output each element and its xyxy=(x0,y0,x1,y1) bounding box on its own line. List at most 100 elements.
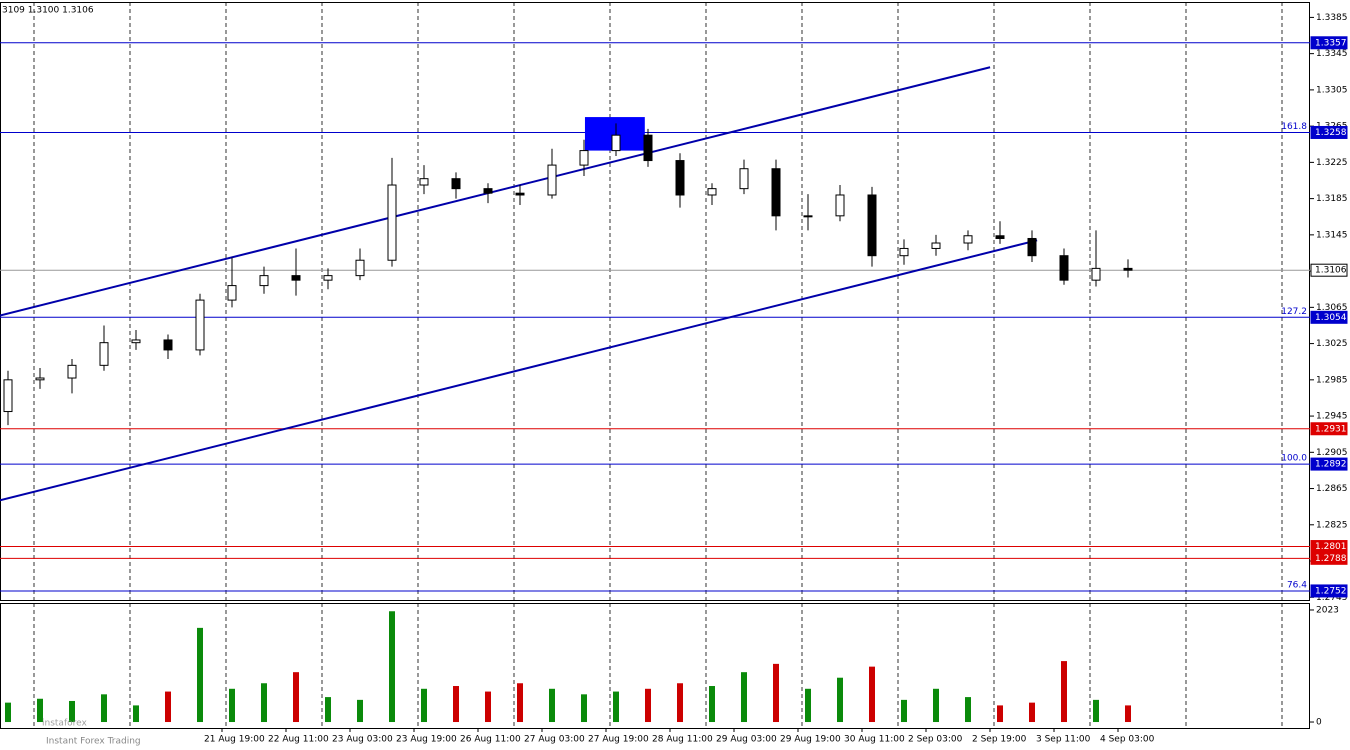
candle-body xyxy=(163,339,173,351)
volume-bar xyxy=(133,705,139,723)
candle-body xyxy=(419,178,429,186)
y-tick-label: 1.3185 xyxy=(1316,194,1348,204)
x-tick-label: 22 Aug 11:00 xyxy=(268,735,329,745)
y-tick-label: 1.2945 xyxy=(1316,412,1348,422)
candle-body xyxy=(131,339,141,344)
volume-bar xyxy=(197,627,203,723)
fib-label: 76.4 xyxy=(1287,580,1307,590)
volume-bar xyxy=(965,697,971,723)
level-label: 1.3106 xyxy=(1315,266,1347,276)
candle-body xyxy=(1027,237,1037,257)
volume-bar xyxy=(293,672,299,723)
volume-bar xyxy=(357,699,363,723)
level-box xyxy=(1310,551,1348,565)
y-tick-label: 1.2905 xyxy=(1316,448,1348,458)
candle-body xyxy=(323,275,333,281)
candle-body xyxy=(1059,255,1069,281)
y-tick-label: 1.3385 xyxy=(1316,13,1348,23)
volume-bar xyxy=(165,691,171,723)
candle-body xyxy=(739,168,749,190)
level-box xyxy=(1310,584,1348,598)
level-label: 1.3258 xyxy=(1315,128,1347,138)
volume-bar xyxy=(901,699,907,723)
volume-bar xyxy=(325,697,331,723)
volume-bar xyxy=(645,688,651,723)
candle-body xyxy=(1091,267,1101,281)
y-tick-label: 1.3225 xyxy=(1316,158,1348,168)
candle-body xyxy=(579,150,589,166)
price-panel xyxy=(0,2,1310,601)
x-tick-label: 2 Sep 19:00 xyxy=(972,735,1027,745)
y-tick-label: 1.3145 xyxy=(1316,230,1348,240)
x-tick-label: 27 Aug 03:00 xyxy=(524,735,585,745)
volume-bar xyxy=(69,700,75,723)
level-label: 1.3357 xyxy=(1315,38,1347,48)
candle-body xyxy=(1123,267,1133,271)
x-tick-label: 27 Aug 19:00 xyxy=(588,735,649,745)
x-tick-label: 26 Aug 11:00 xyxy=(460,735,521,745)
volume-bar xyxy=(229,688,235,723)
level-label: 1.2752 xyxy=(1315,586,1347,596)
candle-body xyxy=(259,275,269,287)
candle-body xyxy=(547,164,557,196)
candle-body xyxy=(867,194,877,257)
level-box xyxy=(1310,125,1348,139)
fib-label: 100.0 xyxy=(1281,454,1307,464)
volume-bar xyxy=(101,694,107,723)
volume-bar xyxy=(709,686,715,723)
level-box xyxy=(1310,422,1348,436)
volume-bar xyxy=(1061,661,1067,723)
volume-bar xyxy=(837,677,843,723)
candle-body xyxy=(771,168,781,217)
level-box xyxy=(1310,310,1348,324)
volume-bar xyxy=(773,663,779,723)
candle-body xyxy=(931,242,941,249)
candle-body xyxy=(963,235,973,244)
candle-body xyxy=(483,188,493,194)
level-box xyxy=(1310,263,1348,277)
candle-body xyxy=(835,194,845,217)
volume-bar xyxy=(5,702,11,723)
volume-bar xyxy=(805,688,811,723)
level-label: 1.2892 xyxy=(1315,460,1347,470)
x-tick-label: 29 Aug 03:00 xyxy=(716,735,777,745)
volume-tick-label: 0 xyxy=(1316,718,1322,728)
volume-bar xyxy=(389,611,395,723)
candle-body xyxy=(707,188,717,196)
level-label: 1.2801 xyxy=(1315,542,1347,552)
x-tick-label: 30 Aug 11:00 xyxy=(844,735,905,745)
candle-body xyxy=(355,259,365,277)
candle-body xyxy=(675,160,685,196)
volume-bar xyxy=(421,688,427,723)
header: 3109 1.3100 1.3106 xyxy=(2,6,94,16)
volume-bar xyxy=(581,694,587,723)
volume-bar xyxy=(485,691,491,723)
volume-tick-label: 2023 xyxy=(1316,605,1339,615)
candle-body xyxy=(227,285,237,301)
y-tick-label: 1.2745 xyxy=(1316,593,1348,603)
candle-body xyxy=(899,247,909,257)
volume-bar xyxy=(741,672,747,723)
trendline xyxy=(0,66,991,317)
volume-bar xyxy=(1125,705,1131,723)
y-tick-label: 1.3065 xyxy=(1316,303,1348,313)
x-tick-label: 29 Aug 19:00 xyxy=(780,735,841,745)
volume-bar xyxy=(517,683,523,723)
volume-bar xyxy=(1093,699,1099,723)
candle-body xyxy=(35,377,45,381)
y-tick-label: 1.3025 xyxy=(1316,339,1348,349)
volume-bar xyxy=(453,686,459,723)
y-tick-label: 1.3345 xyxy=(1316,49,1348,59)
x-tick-label: 23 Aug 19:00 xyxy=(396,735,457,745)
level-label: 1.2788 xyxy=(1315,554,1347,564)
candle-body xyxy=(803,215,813,218)
x-tick-label: 23 Aug 03:00 xyxy=(332,735,393,745)
x-tick-label: 3 Sep 11:00 xyxy=(1036,735,1091,745)
watermark-sub: Instant Forex Trading xyxy=(46,737,141,747)
volume-bar xyxy=(549,688,555,723)
candle-body xyxy=(3,379,13,413)
candle-body xyxy=(515,192,525,196)
x-tick-label: 28 Aug 11:00 xyxy=(652,735,713,745)
